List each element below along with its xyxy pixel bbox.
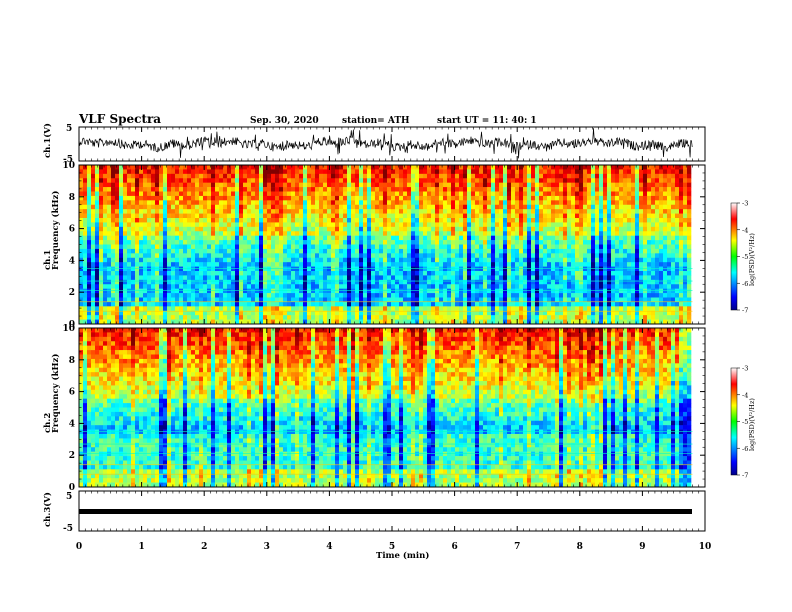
ch2-spectrogram-ylabel-channel: ch.2 (43, 413, 53, 433)
ch2-spectrogram-ylabel-frequency: Frequency (kHz) (50, 354, 61, 433)
x-axis-label: Time (min) (376, 550, 429, 561)
ch1-spectrogram-ylabel-channel: ch.1 (43, 250, 53, 270)
spec2ticks-ytick-label: 4 (69, 419, 75, 429)
spec1ticks-ytick-label: 10 (62, 161, 75, 171)
ch3-waveform-trace (79, 509, 692, 514)
header-start-time: start UT = 11: 40: 1 (437, 116, 537, 126)
spec2ticks-ytick-label: 2 (69, 451, 75, 461)
ch2-colorbar: -3 -4 -5 -6 -7 log(PSD)(V²/Hz) (730, 365, 756, 480)
spec1ticks-ytick-label: 8 (69, 193, 75, 203)
x-tick-label: 2 (201, 542, 207, 552)
cb2ticks-label: -4 (742, 391, 748, 399)
x-tick-label: 4 (326, 542, 332, 552)
cb2ticks-label: -3 (742, 365, 748, 373)
spec1ticks-ytick-label: 2 (69, 288, 75, 298)
ch3-ytick-bottom: -5 (63, 524, 73, 534)
ch3-waveform-ylabel: ch.3(V) (42, 492, 53, 527)
spec1ticks-ytick-label: 6 (69, 225, 75, 235)
x-tick-label: 9 (639, 542, 645, 552)
ch1-ytick-top: 5 (66, 124, 72, 134)
ch1-colorbar: -3 -4 -5 -6 -7 log(PSD)(V²/Hz) (730, 200, 756, 315)
spec2ticks-ytick-label: 10 (62, 324, 75, 334)
x-tick-label: 5 (389, 542, 395, 552)
ch1-colorbar-label: log(PSD)(V²/Hz) (748, 233, 756, 286)
header-station: station= ATH (342, 116, 410, 126)
ch2-colorbar-scale (730, 367, 738, 476)
ch3-ytick-top: 5 (66, 492, 72, 502)
spec1ticks-ytick-label: 4 (69, 256, 75, 266)
ch1-spectrogram-image (79, 165, 693, 325)
figure-title: VLF Spectra (78, 112, 161, 126)
ch1-spectrogram-ylabel-frequency: Frequency (kHz) (50, 191, 61, 270)
cb2ticks-label: -5 (742, 418, 748, 426)
spec2ticks-ytick-label: 8 (69, 356, 75, 366)
x-tick-label: 3 (264, 542, 270, 552)
cb2ticks-label: -6 (742, 445, 748, 453)
x-tick-label: 6 (451, 542, 457, 552)
x-tick-label: 0 (76, 542, 82, 552)
cb1ticks-label: -7 (742, 307, 748, 315)
ch2-colorbar-label: log(PSD)(V²/Hz) (748, 398, 756, 451)
ch1-waveform-trace (78, 128, 693, 159)
ch1-ytick-bottom: -5 (63, 155, 73, 165)
x-tick-label: 8 (577, 542, 583, 552)
spec2ticks-ytick-label: 0 (69, 483, 75, 493)
spec2ticks-ytick-label: 6 (69, 388, 75, 398)
spec1ticks-ytick-label: 0 (69, 320, 75, 330)
ch1-waveform-ylabel: ch.1(V) (42, 123, 53, 158)
cb1ticks-label: -6 (742, 280, 748, 288)
x-tick-label: 1 (138, 542, 144, 552)
x-tick-label: 7 (514, 542, 520, 552)
cb1ticks-label: -5 (742, 253, 748, 261)
ch2-spectrogram-panel: 0 2 4 6 8 10 ch.2 Frequency (kHz) (43, 324, 706, 493)
ch2-spectrogram-image (79, 328, 693, 488)
ch1-spectrogram-panel: 0 2 4 6 8 10 ch.1 Frequency (kHz) (43, 161, 706, 330)
header-date: Sep. 30, 2020 (250, 116, 319, 126)
cb1ticks-label: -4 (742, 226, 748, 234)
ch1-colorbar-scale (730, 202, 738, 311)
cb2ticks-label: -7 (742, 472, 748, 480)
cb1ticks-label: -3 (742, 200, 748, 208)
x-tick-label: 10 (699, 542, 712, 552)
